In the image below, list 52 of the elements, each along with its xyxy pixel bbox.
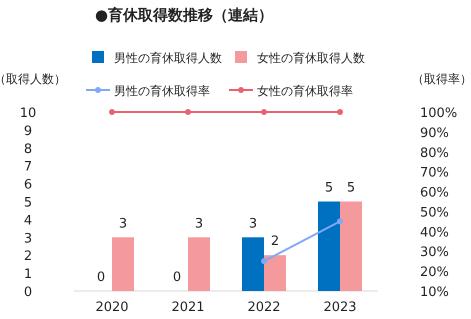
legend-label: 男性の育休取得人数 [114, 51, 222, 65]
y2-tick-label: 60% [420, 186, 449, 201]
legend-label: 女性の育休取得人数 [257, 51, 365, 65]
y2-tick-label: 20% [420, 265, 449, 280]
x-tick-label: 2021 [171, 300, 205, 315]
data-label: 0 [172, 270, 182, 285]
y-tick-label: 9 [24, 124, 32, 139]
y2-tick-label: 50% [420, 205, 449, 220]
y2-tick-label: 70% [420, 166, 449, 181]
y-tick-label: 2 [24, 249, 32, 264]
bar [318, 202, 340, 291]
point [261, 109, 267, 115]
y-tick-label: 5 [24, 196, 32, 210]
data-label: 3 [118, 216, 128, 232]
data-label: 0 [96, 270, 106, 285]
legend-label: 女性の育休取得率 [257, 84, 353, 98]
y-tick-label: 4 [24, 213, 32, 228]
y2-tick-label: 30% [420, 245, 449, 260]
y2-tick-label: 40% [420, 225, 449, 240]
y-axis-title: （取得人数） [0, 72, 66, 86]
bar [112, 237, 134, 291]
point [185, 109, 191, 115]
y2-axis-title: （取得率） [412, 72, 471, 86]
data-label: 5 [324, 180, 334, 196]
x-tick-label: 2022 [247, 300, 281, 315]
y-tick-label: 3 [24, 231, 32, 246]
data-label: 5 [346, 180, 356, 196]
data-label: 2 [270, 234, 280, 250]
y-tick-label: 1 [24, 267, 32, 282]
y-tick-label: 6 [24, 178, 32, 193]
x-tick-label: 2023 [323, 300, 357, 315]
data-label: 3 [248, 216, 258, 232]
x-tick-label: 2020 [95, 300, 129, 315]
y-tick-label: 0 [24, 285, 32, 300]
y2-tick-label: 90% [420, 126, 449, 141]
bar [188, 237, 210, 291]
y2-tick-label: 80% [420, 146, 449, 161]
legend-label: 男性の育休取得率 [114, 84, 210, 98]
bar [264, 255, 286, 291]
bar [340, 202, 362, 291]
point [337, 218, 343, 224]
bar [242, 237, 264, 291]
y2-tick-label: 100% [420, 106, 458, 121]
point [337, 109, 343, 115]
point [261, 258, 267, 264]
y-tick-label: 8 [24, 142, 32, 157]
point [109, 109, 115, 115]
y2-tick-label: 10% [420, 285, 449, 300]
y-tick-label: 10 [20, 106, 36, 121]
chart-title: ●育休取得数推移（連結） [95, 6, 274, 24]
data-label: 3 [194, 216, 204, 232]
y-tick-label: 7 [24, 160, 32, 175]
